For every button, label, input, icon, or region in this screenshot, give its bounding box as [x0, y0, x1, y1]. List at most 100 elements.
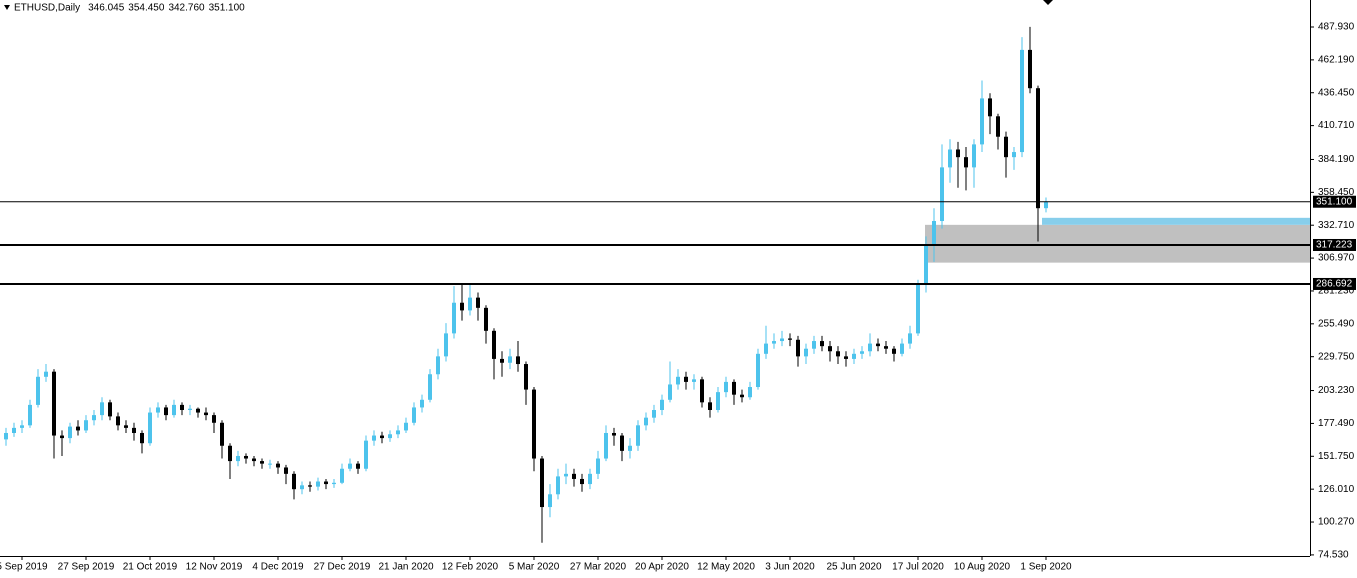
candle-body — [356, 463, 360, 469]
candle-body — [660, 399, 664, 411]
price-label: 317.223 — [1316, 240, 1353, 251]
candle-body — [108, 402, 112, 417]
ohlc-value: 351.100 — [209, 3, 246, 14]
candle-body — [532, 389, 536, 459]
candle-body — [772, 341, 776, 344]
candle-body — [556, 476, 560, 495]
candle-body — [956, 149, 960, 158]
candle-body — [540, 458, 544, 508]
candle-body — [188, 408, 192, 411]
candle-body — [740, 394, 744, 398]
y-tick-label: 358.450 — [1318, 187, 1355, 198]
candle-body — [708, 402, 712, 411]
x-tick-label: 21 Oct 2019 — [123, 562, 178, 573]
candle-body — [100, 402, 104, 416]
ohlc-value: 346.045 — [88, 3, 125, 14]
candle-body — [588, 473, 592, 485]
candle-body — [596, 458, 600, 474]
candle-body — [332, 482, 336, 485]
candle-body — [748, 387, 752, 398]
candle-body — [620, 435, 624, 451]
candle-body — [220, 422, 224, 446]
price-label-box — [1313, 195, 1356, 208]
y-tick-label: 462.190 — [1318, 55, 1355, 66]
candle-body — [612, 432, 616, 436]
price-label-box — [1313, 238, 1356, 251]
candle-body — [396, 430, 400, 435]
price-label: 351.100 — [1316, 196, 1353, 207]
candle-body — [252, 458, 256, 462]
candle-body — [28, 404, 32, 426]
candle-body — [492, 330, 496, 359]
candle-body — [444, 333, 448, 357]
candle-body — [892, 348, 896, 354]
candle-body — [52, 371, 56, 436]
candle-body — [948, 149, 952, 168]
candle-body — [828, 346, 832, 352]
candle-body — [300, 485, 304, 490]
plot-area — [0, 26, 1310, 543]
x-tick-label: 12 Nov 2019 — [186, 562, 243, 573]
candle-body — [1036, 88, 1040, 209]
candle-body — [972, 144, 976, 168]
candle-body — [820, 341, 824, 347]
x-tick-label: 27 Sep 2019 — [58, 562, 115, 573]
y-tick-label: 203.230 — [1318, 385, 1355, 396]
candle-body — [876, 343, 880, 347]
candle-body — [60, 435, 64, 439]
candle-body — [812, 341, 816, 349]
candle-body — [244, 455, 248, 459]
candle-body — [196, 408, 200, 413]
candle-body — [988, 98, 992, 117]
y-tick-label: 229.750 — [1318, 351, 1355, 362]
candle-body — [140, 432, 144, 444]
candle-body — [868, 343, 872, 352]
x-tick-label: 27 Mar 2020 — [570, 562, 627, 573]
candle-body — [324, 481, 328, 485]
candle-body — [180, 404, 184, 411]
y-tick-label: 74.530 — [1318, 550, 1349, 561]
candle-body — [268, 463, 272, 465]
candle-body — [580, 478, 584, 485]
y-tick-label: 126.010 — [1318, 484, 1355, 495]
candle-body — [804, 348, 808, 357]
x-tick-label: 3 Jun 2020 — [765, 562, 815, 573]
x-tick-label: 20 Apr 2020 — [635, 562, 689, 573]
candle-body — [940, 167, 944, 222]
menu-triangle[interactable] — [4, 5, 10, 10]
x-tick-label: 10 Aug 2020 — [954, 562, 1011, 573]
x-tick-label: 21 Jan 2020 — [378, 562, 433, 573]
candle-body — [780, 338, 784, 342]
candle-body — [172, 404, 176, 416]
candle-body — [148, 412, 152, 444]
candle-body — [412, 407, 416, 423]
candle-body — [980, 98, 984, 145]
candle-body — [836, 351, 840, 357]
candle-body — [636, 425, 640, 446]
candle-body — [420, 399, 424, 408]
candle-body — [4, 432, 8, 440]
candle-body — [676, 376, 680, 385]
candle-body — [1020, 49, 1024, 153]
y-tick-label: 487.930 — [1318, 22, 1355, 33]
candle-body — [860, 351, 864, 354]
y-tick-label: 177.490 — [1318, 418, 1355, 429]
y-tick-label: 151.750 — [1318, 451, 1355, 462]
candle-body — [236, 455, 240, 462]
candle-body — [724, 381, 728, 393]
candle-body — [404, 422, 408, 431]
x-tick-label: 4 Dec 2019 — [252, 562, 304, 573]
candle-body — [716, 392, 720, 411]
candle-body — [388, 434, 392, 439]
candle-body — [452, 302, 456, 334]
candle-body — [124, 425, 128, 428]
candle-body — [1012, 152, 1016, 158]
candle-body — [908, 333, 912, 344]
candle-body — [500, 358, 504, 363]
candle-body — [644, 417, 648, 426]
candle-body — [964, 157, 968, 168]
candle-body — [12, 427, 16, 433]
candle-body — [932, 221, 936, 244]
candle-body — [164, 407, 168, 416]
